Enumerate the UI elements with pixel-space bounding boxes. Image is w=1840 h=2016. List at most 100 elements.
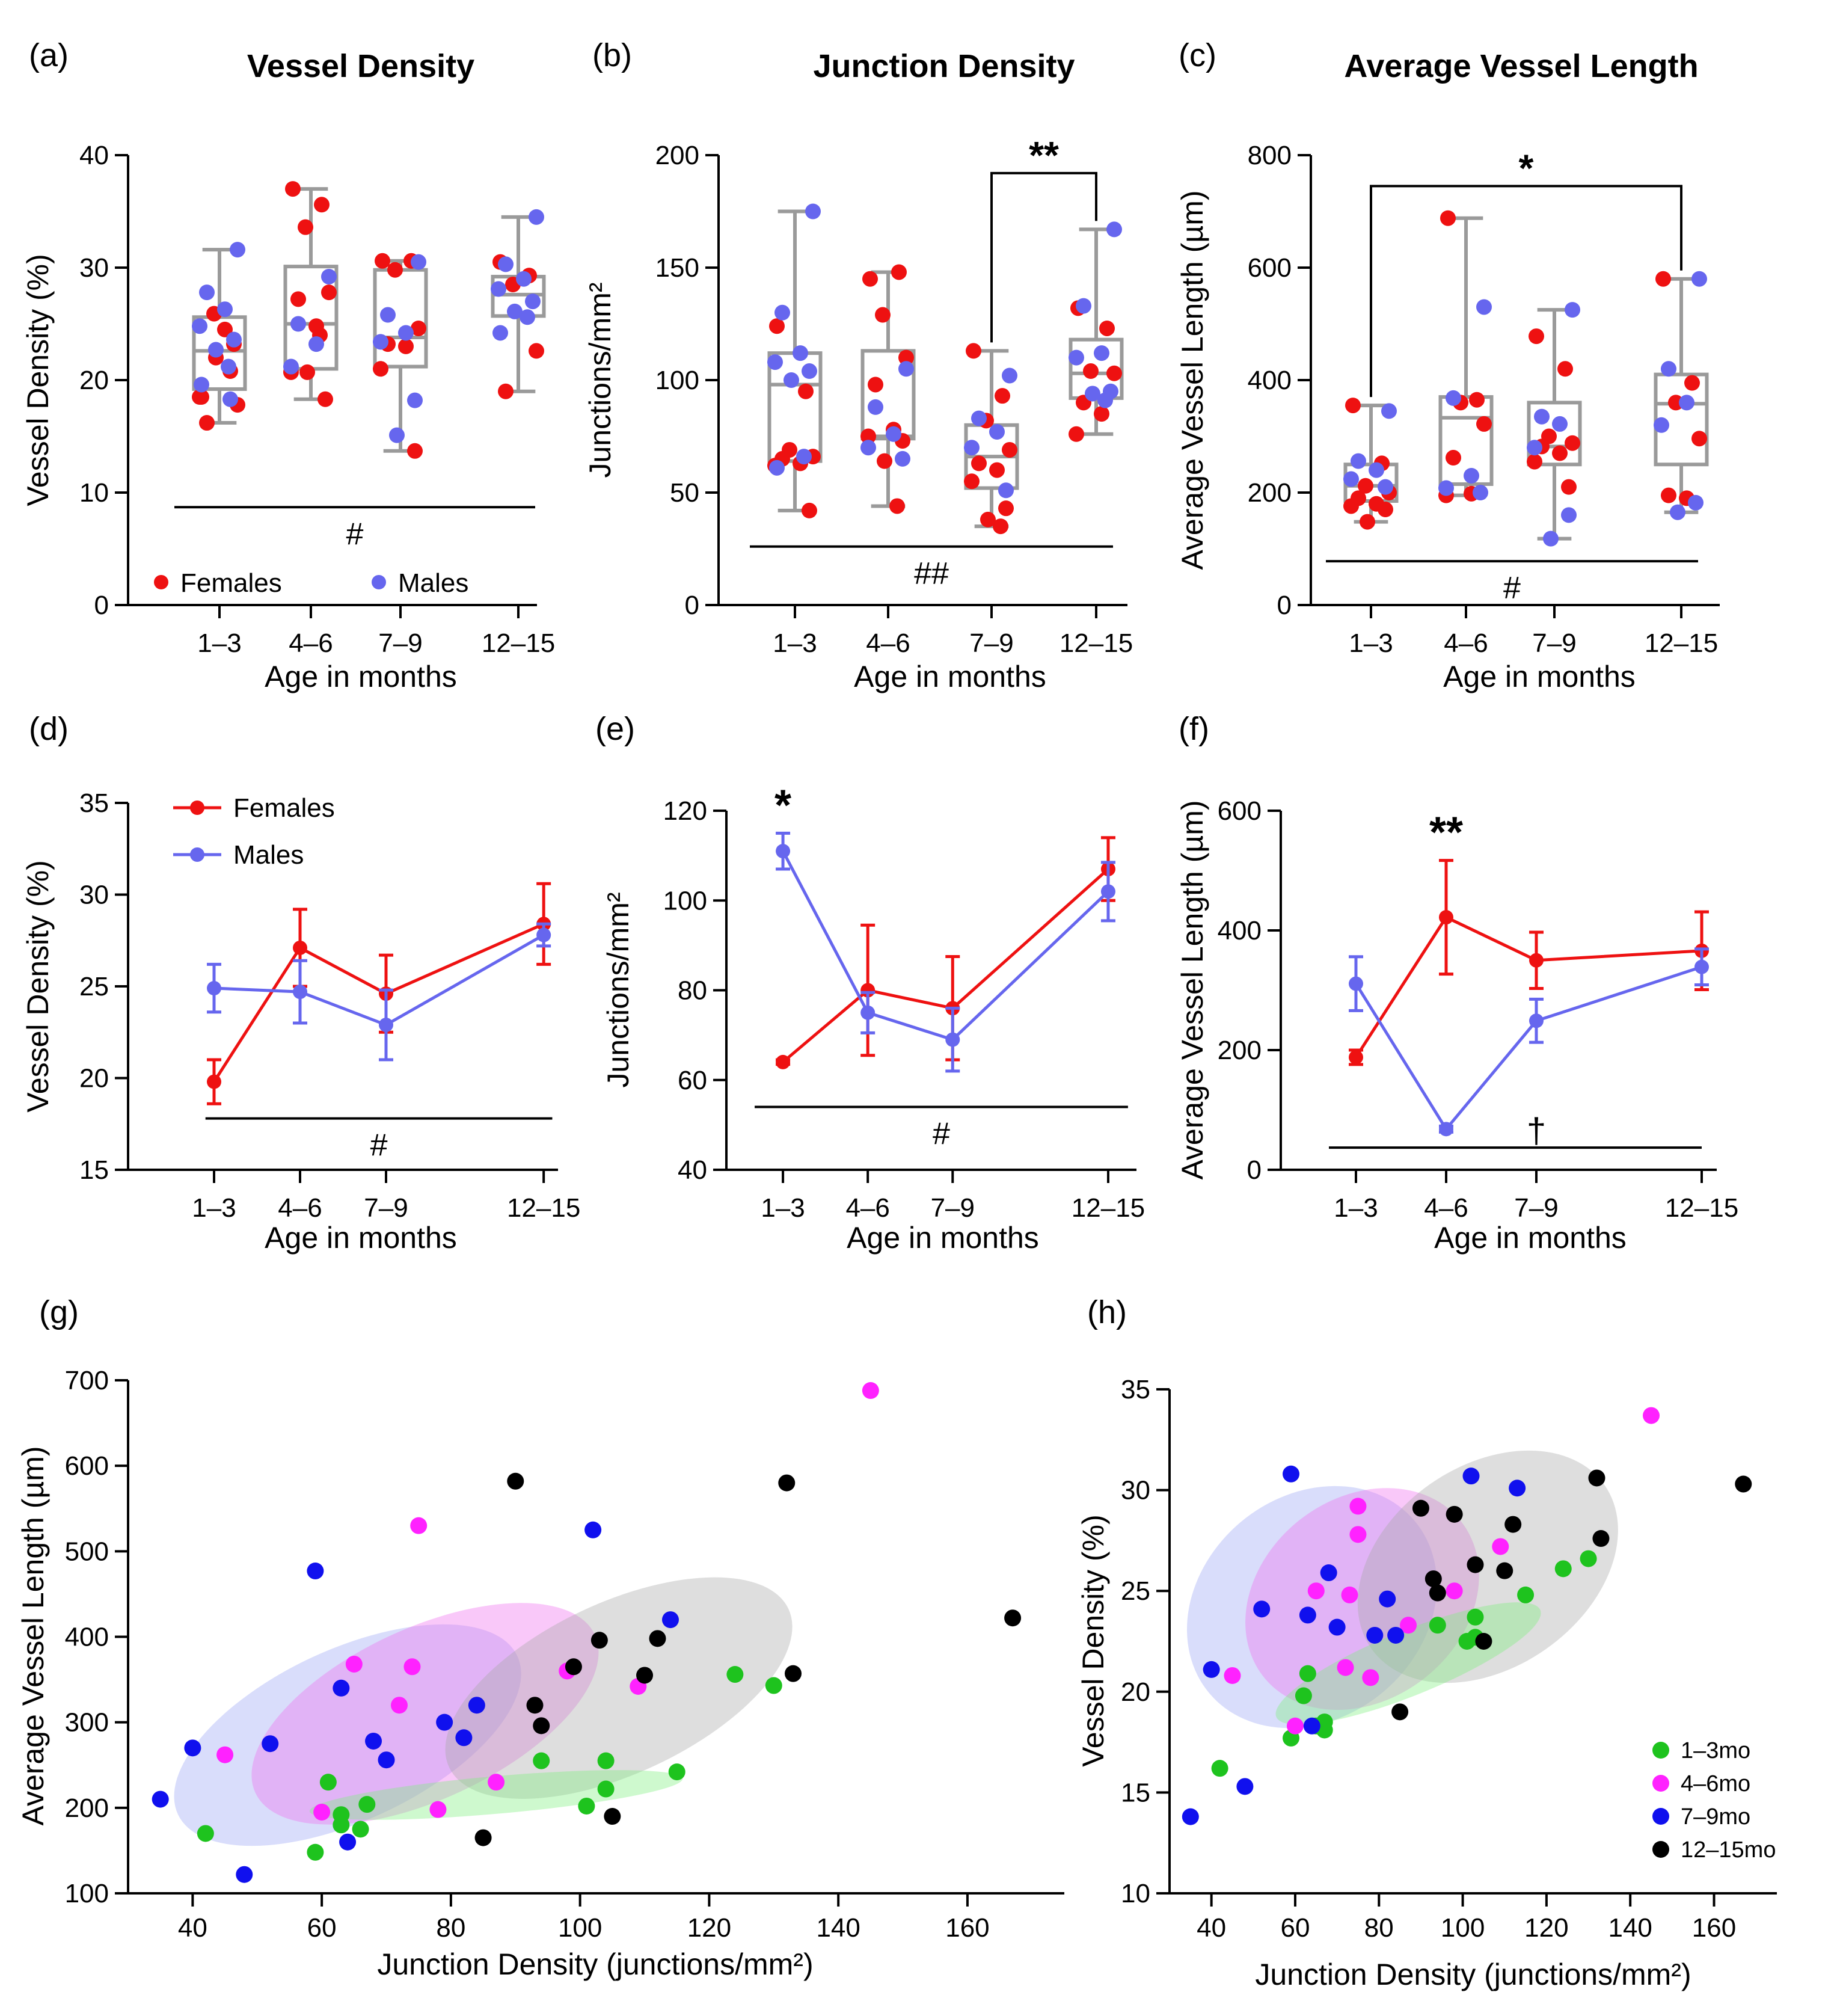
series-line-females bbox=[212, 923, 545, 1083]
male-point bbox=[192, 318, 207, 334]
scatter-point bbox=[1286, 1717, 1304, 1735]
female-point bbox=[1343, 498, 1359, 514]
female-point bbox=[1440, 210, 1456, 226]
scatter-point bbox=[1462, 1467, 1480, 1485]
scatter-point bbox=[526, 1697, 544, 1714]
legend: 1–3mo 4–6mo 7–9mo 12–15mo bbox=[1652, 1738, 1776, 1863]
legend: Females Males bbox=[154, 568, 468, 598]
x-tick-label: 120 bbox=[1524, 1913, 1568, 1943]
male-point bbox=[1543, 530, 1559, 547]
x-tick-label: 1–3 bbox=[1349, 628, 1393, 658]
y-tick-label: 30 bbox=[79, 880, 109, 910]
female-point bbox=[298, 219, 313, 235]
scatter-point bbox=[307, 1843, 324, 1861]
male-point bbox=[1076, 298, 1091, 314]
scatter-point bbox=[1303, 1717, 1320, 1735]
male-point bbox=[498, 256, 514, 272]
x-axis-label: Junction Density (junctions/mm²) bbox=[377, 1947, 813, 1981]
scatter-point bbox=[668, 1763, 685, 1781]
female-point bbox=[980, 511, 996, 527]
female-point bbox=[290, 291, 306, 307]
y-tick-label: 10 bbox=[79, 478, 109, 508]
chart-c: 0 200 400 600 800 (c) Average Vessel Length Age… bbox=[1176, 37, 1720, 693]
scatter-point bbox=[604, 1808, 621, 1825]
male-point bbox=[1534, 408, 1550, 425]
scatter-point bbox=[778, 1474, 796, 1492]
scatter-point bbox=[597, 1780, 615, 1798]
series-line-males bbox=[1354, 965, 1702, 1132]
scatter-point bbox=[390, 1697, 408, 1714]
scatter-point bbox=[262, 1735, 279, 1753]
male-point bbox=[217, 301, 233, 318]
male-point bbox=[796, 449, 812, 465]
y-tick-label: 40 bbox=[79, 141, 109, 170]
female-point bbox=[498, 383, 514, 399]
scatter-point bbox=[378, 1751, 395, 1769]
data-point bbox=[293, 985, 307, 1000]
significance-symbol: † bbox=[1527, 1111, 1546, 1151]
legend-label: Females bbox=[180, 568, 282, 598]
y-tick-label: 30 bbox=[1121, 1476, 1150, 1505]
x-tick-label: 12–15 bbox=[507, 1193, 580, 1223]
female-point bbox=[1684, 375, 1700, 391]
x-tick-label: 12–15 bbox=[482, 628, 555, 658]
male-point bbox=[1106, 221, 1122, 238]
x-tick-label: 1–3 bbox=[761, 1193, 805, 1223]
scatter-point bbox=[785, 1665, 802, 1682]
data-point bbox=[207, 981, 221, 996]
x-tick-label: 100 bbox=[1441, 1913, 1485, 1943]
y-tick-label: 10 bbox=[1121, 1879, 1150, 1908]
female-point bbox=[995, 388, 1010, 404]
male-point bbox=[1378, 479, 1393, 495]
y-tick-label: 0 bbox=[685, 591, 699, 620]
data-point bbox=[1439, 910, 1453, 925]
male-point bbox=[208, 342, 224, 358]
significance-symbol: ## bbox=[914, 556, 949, 591]
scatter-point bbox=[403, 1658, 421, 1676]
y-tick-label: 400 bbox=[1248, 366, 1292, 395]
y-tick-label: 80 bbox=[678, 976, 707, 1006]
male-point bbox=[491, 281, 506, 297]
x-tick-label: 40 bbox=[1197, 1913, 1226, 1943]
chart-title: Vessel Density bbox=[247, 48, 474, 84]
male-point bbox=[407, 392, 423, 408]
scatter-point bbox=[1387, 1626, 1405, 1644]
male-point bbox=[1476, 299, 1492, 315]
data-point bbox=[536, 927, 551, 942]
male-point bbox=[989, 424, 1005, 440]
panel-label: (f) bbox=[1179, 711, 1209, 747]
significance-stars: ** bbox=[1029, 134, 1059, 177]
male-point bbox=[411, 254, 426, 270]
female-point bbox=[1561, 479, 1577, 495]
male-point bbox=[1688, 494, 1704, 511]
series-line-females bbox=[1354, 915, 1702, 1059]
female-point bbox=[875, 307, 891, 323]
female-point bbox=[1661, 487, 1676, 503]
confidence-ellipse bbox=[1186, 1486, 1437, 1729]
legend-label: 4–6mo bbox=[1681, 1771, 1750, 1796]
scatter-point bbox=[365, 1732, 382, 1750]
data-point bbox=[1349, 1049, 1363, 1065]
female-point bbox=[1358, 478, 1373, 494]
male-point bbox=[529, 209, 544, 225]
chart-a: 0 10 20 30 40 (a) Vessel Density Age in months V… bbox=[21, 37, 555, 693]
male-point bbox=[1446, 390, 1461, 406]
y-tick-label: 15 bbox=[79, 1155, 109, 1185]
male-point bbox=[898, 361, 914, 377]
male-point bbox=[1069, 349, 1084, 366]
male-point bbox=[1002, 367, 1017, 384]
female-point bbox=[529, 343, 544, 359]
chart-title: Average Vessel Length bbox=[1344, 48, 1698, 84]
male-point bbox=[194, 376, 209, 393]
scatter-point bbox=[1299, 1665, 1316, 1682]
scatter-point bbox=[597, 1752, 615, 1769]
significance-bracket bbox=[990, 171, 1097, 343]
male-point bbox=[802, 363, 817, 380]
x-tick-label: 140 bbox=[1608, 1913, 1652, 1943]
data-point bbox=[1694, 959, 1709, 974]
chart-d: 15 20 25 30 35 (d) Age in months Vessel Density… bbox=[21, 711, 580, 1255]
data-point bbox=[379, 1018, 393, 1033]
female-point bbox=[314, 197, 330, 213]
female-point bbox=[1099, 320, 1115, 336]
male-point bbox=[998, 482, 1014, 499]
